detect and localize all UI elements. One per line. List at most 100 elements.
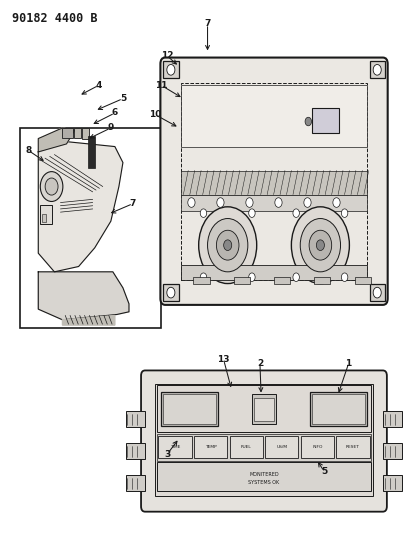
Bar (88, 136, 95, 168)
Bar (126, 475, 145, 491)
Circle shape (200, 209, 207, 217)
Text: TEMP: TEMP (205, 445, 216, 449)
Bar (234, 277, 250, 284)
Text: 5: 5 (120, 94, 126, 103)
Bar (181, 171, 367, 195)
Bar (157, 462, 371, 491)
FancyBboxPatch shape (160, 58, 388, 305)
Text: MONITERED: MONITERED (249, 472, 279, 477)
Text: 3: 3 (164, 450, 170, 458)
Polygon shape (38, 272, 129, 320)
Polygon shape (38, 141, 123, 272)
Polygon shape (38, 128, 75, 152)
Bar (337, 436, 370, 458)
Circle shape (373, 64, 381, 75)
Circle shape (40, 172, 63, 201)
Text: 10: 10 (149, 110, 161, 119)
Bar (194, 436, 227, 458)
Text: 8: 8 (25, 146, 31, 155)
Bar (355, 277, 371, 284)
Bar (265, 436, 298, 458)
Circle shape (305, 117, 312, 126)
Bar (126, 411, 145, 427)
Circle shape (316, 240, 324, 251)
Bar (230, 436, 263, 458)
Bar (42, 214, 46, 222)
Text: 2: 2 (257, 359, 263, 368)
Text: US/M: US/M (276, 445, 287, 449)
Circle shape (249, 209, 255, 217)
Circle shape (293, 273, 299, 281)
Bar (181, 85, 367, 147)
Circle shape (167, 64, 175, 75)
Circle shape (45, 178, 58, 195)
Circle shape (167, 287, 175, 298)
Text: 7: 7 (204, 20, 211, 28)
Circle shape (249, 273, 255, 281)
Circle shape (341, 273, 348, 281)
Circle shape (341, 209, 348, 217)
Text: 6: 6 (112, 109, 118, 117)
Bar (126, 443, 145, 459)
Bar (193, 277, 210, 284)
FancyBboxPatch shape (141, 370, 387, 512)
Bar (254, 398, 274, 421)
Circle shape (188, 198, 195, 207)
Text: 11: 11 (155, 81, 168, 90)
Bar (314, 277, 330, 284)
Bar (155, 384, 373, 496)
Bar (161, 392, 218, 426)
Bar (163, 284, 179, 301)
Bar (181, 83, 367, 280)
Bar (312, 394, 365, 424)
Bar (370, 61, 385, 78)
Polygon shape (62, 316, 115, 325)
Circle shape (304, 198, 311, 207)
Circle shape (373, 287, 381, 298)
Bar (163, 394, 216, 424)
Text: FUEL: FUEL (241, 445, 251, 449)
Bar (383, 475, 402, 491)
Bar (158, 436, 191, 458)
Text: 4: 4 (96, 81, 102, 90)
Bar (74, 128, 81, 138)
Circle shape (246, 198, 253, 207)
Bar (274, 277, 290, 284)
Circle shape (309, 230, 332, 260)
Text: RESET: RESET (346, 445, 360, 449)
Bar (157, 434, 371, 461)
Bar (310, 392, 367, 426)
Bar (62, 128, 73, 138)
Text: 1: 1 (345, 359, 352, 368)
Circle shape (300, 219, 341, 272)
Bar (301, 436, 334, 458)
Bar (82, 128, 89, 139)
Circle shape (275, 198, 282, 207)
Bar (20, 128, 161, 328)
Bar (163, 61, 179, 78)
Bar (157, 385, 371, 432)
Circle shape (208, 219, 248, 272)
Bar (383, 411, 402, 427)
Circle shape (333, 198, 340, 207)
Circle shape (293, 209, 299, 217)
Circle shape (217, 198, 224, 207)
Bar (383, 443, 402, 459)
Bar (181, 195, 367, 211)
Bar (312, 108, 339, 133)
Bar (370, 284, 385, 301)
Circle shape (200, 273, 207, 281)
Bar (181, 265, 367, 280)
Bar (252, 394, 276, 424)
Circle shape (224, 240, 232, 251)
Text: 5: 5 (321, 467, 328, 476)
Text: 90182 4400 B: 90182 4400 B (12, 12, 98, 25)
Circle shape (199, 207, 257, 284)
Text: SYSTEMS OK: SYSTEMS OK (248, 480, 280, 485)
Text: 12: 12 (161, 52, 174, 60)
Bar (40, 205, 52, 224)
Circle shape (291, 207, 349, 284)
Text: TIME: TIME (170, 445, 180, 449)
Text: 7: 7 (130, 199, 136, 208)
Circle shape (216, 230, 239, 260)
